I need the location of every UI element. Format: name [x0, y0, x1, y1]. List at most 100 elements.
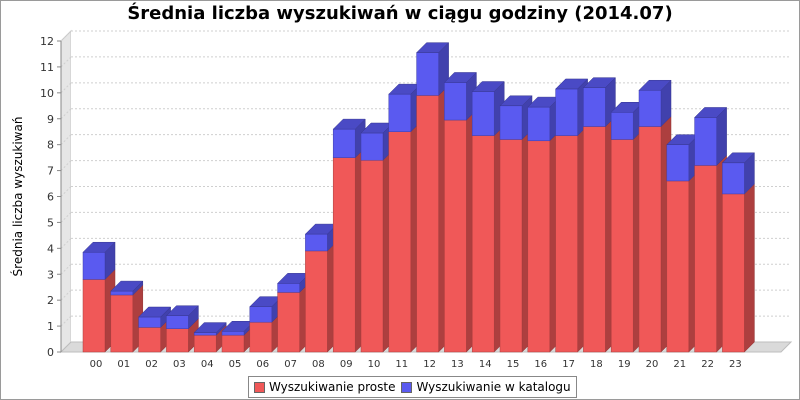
y-tick-label: 12 [40, 35, 54, 48]
side-wall [60, 29, 72, 354]
x-tick-label: 06 [256, 359, 269, 370]
bar-katalog-01 [110, 280, 144, 296]
bar-katalog-13-front [444, 82, 467, 121]
bar-katalog-15 [499, 95, 533, 141]
y-tick-label: 5 [47, 216, 54, 229]
legend-label-proste: Wyszukiwanie proste [269, 380, 396, 394]
y-axis-label: Średnia liczba wyszukiwań [10, 117, 25, 277]
legend: Wyszukiwanie proste Wyszukiwanie w katal… [248, 376, 577, 398]
bar-proste-20 [638, 115, 672, 353]
y-tick-label: 3 [47, 268, 54, 281]
bar-katalog-16 [527, 96, 561, 142]
bar-katalog-11-front [388, 93, 412, 132]
y-tick-label: 6 [47, 191, 54, 204]
x-tick-label: 08 [312, 359, 325, 370]
bar-katalog-11 [388, 83, 422, 133]
bar-proste-09 [332, 147, 366, 353]
bar-proste-04-front [193, 334, 217, 353]
bar-katalog-14-front [471, 91, 495, 136]
bar-proste-14 [471, 124, 505, 353]
bar-katalog-10-front [360, 132, 384, 161]
bar-katalog-09 [332, 118, 366, 159]
legend-item-proste: Wyszukiwanie proste [254, 380, 395, 394]
bar-proste-10 [360, 149, 394, 353]
bar-proste-07 [277, 281, 310, 353]
bar-katalog-20-front [638, 89, 662, 127]
bar-katalog-23 [721, 152, 756, 195]
bar-katalog-18-top [582, 77, 617, 88]
bar-proste-19-front [610, 139, 634, 353]
x-tick-label: 05 [229, 359, 242, 370]
bar-proste-00 [82, 268, 116, 353]
y-tick-label: 10 [40, 87, 54, 100]
bar-katalog-17-front [555, 88, 578, 136]
bar-proste-09-front [332, 157, 356, 353]
legend-swatch-proste [254, 381, 265, 393]
bar-proste-20-front [638, 126, 662, 353]
bar-katalog-19 [610, 101, 644, 141]
bar-katalog-02-top [137, 306, 172, 318]
bar-katalog-01-top [110, 280, 144, 292]
bar-katalog-12-front [416, 52, 439, 96]
bar-katalog-22-front [694, 117, 717, 166]
x-tick-label: 03 [173, 359, 186, 370]
bar-katalog-22-top [693, 107, 728, 118]
bar-katalog-00-top [82, 241, 116, 253]
y-tick-label: 1 [47, 320, 54, 333]
bar-katalog-20 [638, 79, 672, 128]
bar-proste-13 [444, 109, 477, 353]
bar-katalog-01-front [110, 290, 134, 296]
legend-label-katalog: Wyszukiwanie w katalogu [416, 380, 571, 394]
bar-proste-14-front [471, 135, 495, 353]
bar-proste-16-front [527, 140, 551, 353]
bar-proste-18 [583, 115, 616, 353]
bar-proste-05-front [221, 334, 245, 353]
x-tick-label: 18 [590, 359, 603, 370]
bar-proste-00-front [82, 279, 106, 353]
x-tick-label: 12 [423, 359, 436, 370]
bar-proste-03-front [166, 328, 189, 353]
bar-proste-02-front [138, 327, 161, 353]
bar-proste-15-front [499, 139, 523, 353]
x-tick-label: 02 [145, 359, 158, 370]
bar-proste-11 [388, 121, 422, 353]
bar-katalog-17-top [554, 78, 589, 90]
x-tick-label: 14 [479, 359, 492, 370]
x-tick-label: 17 [562, 359, 575, 370]
bar-proste-18-front [583, 126, 606, 353]
bar-katalog-05-front [221, 331, 245, 336]
x-tick-label: 19 [618, 359, 631, 370]
bar-proste-06-front [249, 321, 273, 353]
bar-katalog-03 [165, 305, 200, 330]
y-tick-label: 9 [47, 113, 54, 126]
bar-proste-17 [555, 124, 588, 353]
x-tick-label: 13 [451, 359, 464, 370]
x-tick-label: 16 [534, 359, 547, 370]
bar-proste-12 [416, 84, 449, 353]
bar-katalog-23-top [721, 152, 756, 164]
bar-proste-15 [499, 128, 533, 353]
bar-katalog-15-top [499, 95, 533, 107]
bar-katalog-20-top [638, 79, 672, 91]
bar-katalog-00 [82, 241, 116, 281]
bar-katalog-06-front [249, 306, 273, 323]
bar-katalog-12-top [415, 42, 450, 53]
bar-proste-01-front [110, 294, 134, 353]
x-tick-label: 04 [201, 359, 214, 370]
bar-proste-17-front [555, 135, 578, 353]
bar-katalog-09-front [332, 128, 356, 158]
legend-item-katalog: Wyszukiwanie w katalogu [401, 380, 571, 394]
x-tick-label: 23 [729, 359, 742, 370]
bar-proste-13-front [444, 119, 467, 353]
bar-katalog-18-front [583, 87, 606, 127]
x-tick-label: 01 [117, 359, 130, 370]
bar-proste-21-front [666, 180, 690, 353]
bar-proste-11-front [388, 131, 412, 353]
bar-katalog-03-front [166, 315, 189, 329]
y-tick-label: 2 [47, 294, 54, 307]
bar-katalog-21-front [666, 144, 690, 182]
x-tick-label: 10 [368, 359, 381, 370]
bar-katalog-09-top [332, 118, 366, 130]
bar-proste-16 [527, 130, 561, 353]
